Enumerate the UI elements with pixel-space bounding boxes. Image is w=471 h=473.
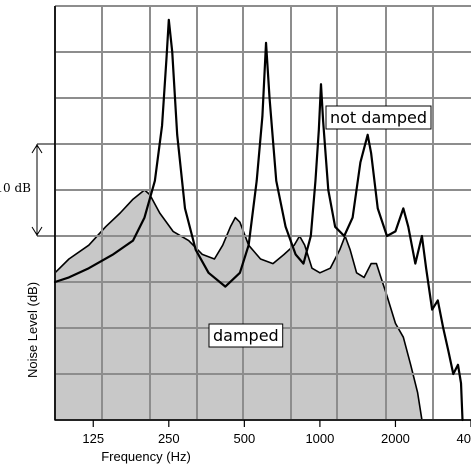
scale-bar-bottom-arrow: [31, 226, 43, 236]
not-damped-label-box: [325, 105, 432, 130]
damped-area: [54, 189, 423, 421]
damped-label-box: [208, 323, 284, 348]
area-layer: [54, 189, 423, 421]
x-tick-label-4000: 4000: [457, 431, 471, 446]
not-damped-line: [53, 18, 464, 422]
line-layer: [53, 18, 464, 422]
scale-bar-top-arrow: [31, 144, 43, 154]
scale-bar-label: 10 dB: [0, 181, 31, 195]
x-axis-title: Frequency (Hz): [101, 449, 191, 464]
x-tick-label-250: 250: [158, 431, 180, 446]
x-tick-label-125: 125: [82, 431, 104, 446]
x-tick-label-500: 500: [233, 431, 255, 446]
not-damped-label: not damped: [330, 108, 427, 127]
label-layer: not damped damped Frequency (Hz) Noise L…: [0, 105, 432, 464]
x-tick-label-1000: 1000: [305, 431, 334, 446]
axes-layer: 125 250 500 1000 2000 4000: [31, 6, 471, 446]
y-axis-title: Noise Level (dB): [25, 282, 40, 378]
damped-label: damped: [213, 326, 279, 345]
x-tick-label-2000: 2000: [381, 431, 410, 446]
